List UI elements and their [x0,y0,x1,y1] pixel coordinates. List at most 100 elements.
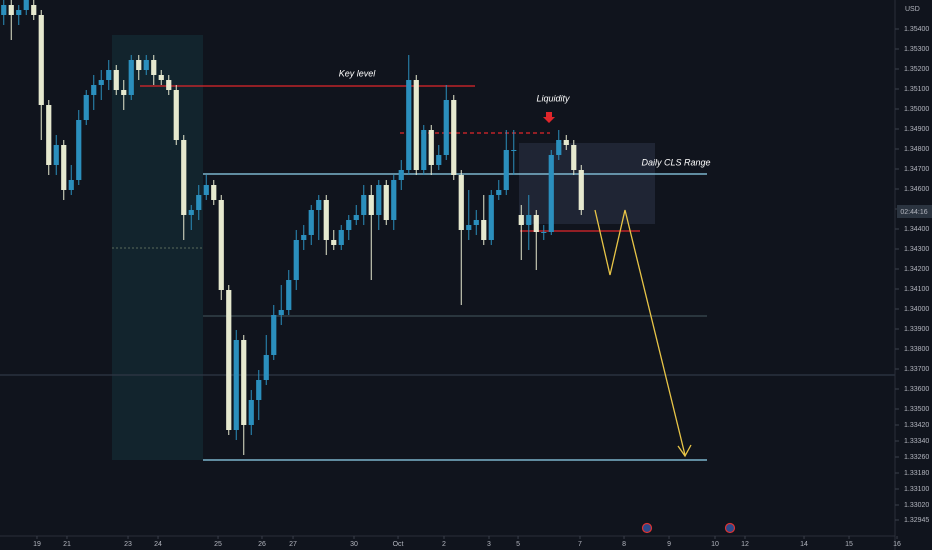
y-tick-label: 1.33420 [904,422,929,429]
candle-body [188,210,194,215]
y-tick-label: 1.35100 [904,86,929,93]
countdown: 02:44:16 [900,209,927,216]
y-tick-label: 1.34100 [904,286,929,293]
candle-body [511,150,517,151]
candle-body [16,10,22,15]
projection-arrow [594,209,686,456]
candle-body [571,145,577,170]
y-tick-label: 1.33900 [904,326,929,333]
x-tick-label: 2 [442,541,446,548]
candle-body [61,145,67,190]
candle-body [226,290,232,430]
x-axis: 19 21 23 24 25 26 27 30 Oct 2 3 5 7 8 9 10 12 14 15 16 [33,536,901,548]
candle-body [76,120,82,180]
candle-body [293,240,299,280]
candle-body [91,85,97,95]
y-tick-label: 1.34200 [904,266,929,273]
x-tick-label: 12 [741,541,749,548]
event-flag[interactable] [724,522,736,534]
candle-body [541,232,547,233]
candle-body [286,280,292,310]
candle-body [166,80,172,90]
candle-body [406,80,412,170]
candle-body [263,355,269,380]
candle-body [421,130,427,170]
candle-body [218,200,224,290]
candle-body [158,75,164,80]
x-tick-label: 16 [893,541,901,548]
candle-body [488,195,494,240]
x-tick-label: 21 [63,541,71,548]
candle-body [533,215,539,232]
x-tick-label: 23 [124,541,132,548]
candle-body [548,155,554,232]
y-tick-label: 1.33100 [904,486,929,493]
x-tick-label: 10 [711,541,719,548]
y-tick-label: 1.33800 [904,346,929,353]
candle-body [436,155,442,165]
range-box [519,143,655,224]
candle-body [503,150,509,190]
candle-body [173,90,179,140]
candle-body [383,185,389,220]
candle-body [128,60,134,95]
candle-body [113,70,119,90]
y-tick-label: 1.35400 [904,26,929,33]
y-tick-label: 1.34000 [904,306,929,313]
candle-body [458,175,464,230]
candle-body [346,220,352,230]
x-tick-label: 14 [800,541,808,548]
y-tick-label: 1.35000 [904,106,929,113]
x-tick-label: 24 [154,541,162,548]
x-tick-label: 26 [258,541,266,548]
candle-body [578,170,584,210]
event-flag[interactable] [641,522,653,534]
candle-body [376,185,382,215]
candle-body [413,80,419,170]
candle-body [301,235,307,240]
y-tick-label: 1.33700 [904,366,929,373]
x-tick-label: 8 [622,541,626,548]
y-tick-label: 1.33180 [904,470,929,477]
candle-body [31,5,37,15]
candle-body [563,140,569,145]
candle-body [368,195,374,215]
candle-body [248,400,254,425]
candle-body [451,100,457,175]
candle-body [338,230,344,245]
currency-label: USD [905,6,920,13]
arrow-head [677,444,692,458]
y-tick-label: 1.34400 [904,226,929,233]
candle-body [391,180,397,220]
x-tick-label: 19 [33,541,41,548]
x-tick-label: 27 [289,541,297,548]
candle-body [473,220,479,225]
x-tick-label: 9 [667,541,671,548]
candle-body [331,240,337,245]
candle-body [256,380,262,400]
y-tick-label: 1.33600 [904,386,929,393]
candle-body [46,105,52,165]
candle-body [308,210,314,235]
liquidity-arrow [543,112,555,123]
candle-body [8,5,14,15]
y-tick-label: 1.32945 [904,517,929,524]
candle-body [211,185,217,200]
x-tick-label: 25 [214,541,222,548]
candle-body [518,215,524,225]
y-tick-label: 1.33500 [904,406,929,413]
candle-body [481,220,487,240]
countdown-tag [897,205,932,218]
x-tick-label: 30 [350,541,358,548]
y-tick-label: 1.34600 [904,186,929,193]
candle-body [181,140,187,215]
candle-body [98,80,104,85]
candle-body [526,215,532,225]
x-tick-label: Oct [393,541,404,548]
candle-body [151,60,157,75]
candle-body [121,90,127,95]
candle-body [428,130,434,165]
candle-body [143,60,149,70]
y-tick-label: 1.34700 [904,166,929,173]
